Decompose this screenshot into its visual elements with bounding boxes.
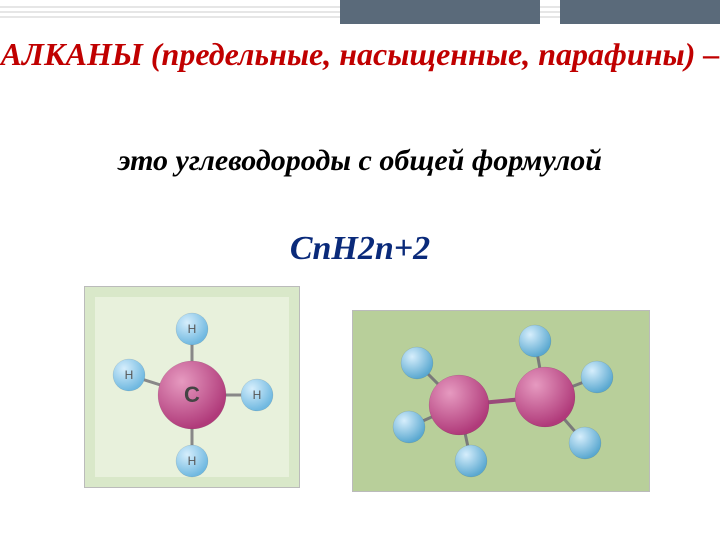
- methane-diagram: C H H H H: [84, 286, 300, 488]
- svg-text:H: H: [125, 368, 134, 382]
- top-block: [340, 0, 540, 24]
- top-block: [560, 0, 720, 24]
- svg-text:H: H: [188, 322, 197, 336]
- slide-subtitle: это углеводороды с общей формулой: [0, 144, 720, 178]
- ethane-svg: [353, 311, 649, 491]
- top-decor-bar: [0, 0, 720, 28]
- ethane-diagram: [352, 310, 650, 492]
- svg-text:H: H: [253, 388, 262, 402]
- svg-text:H: H: [188, 454, 197, 468]
- general-formula: CnH2n+2: [0, 230, 720, 268]
- slide-title: АЛКАНЫ (предельные, насыщенные, парафины…: [0, 36, 720, 73]
- methane-svg: C H H H H: [85, 287, 299, 487]
- svg-text:C: C: [184, 382, 200, 407]
